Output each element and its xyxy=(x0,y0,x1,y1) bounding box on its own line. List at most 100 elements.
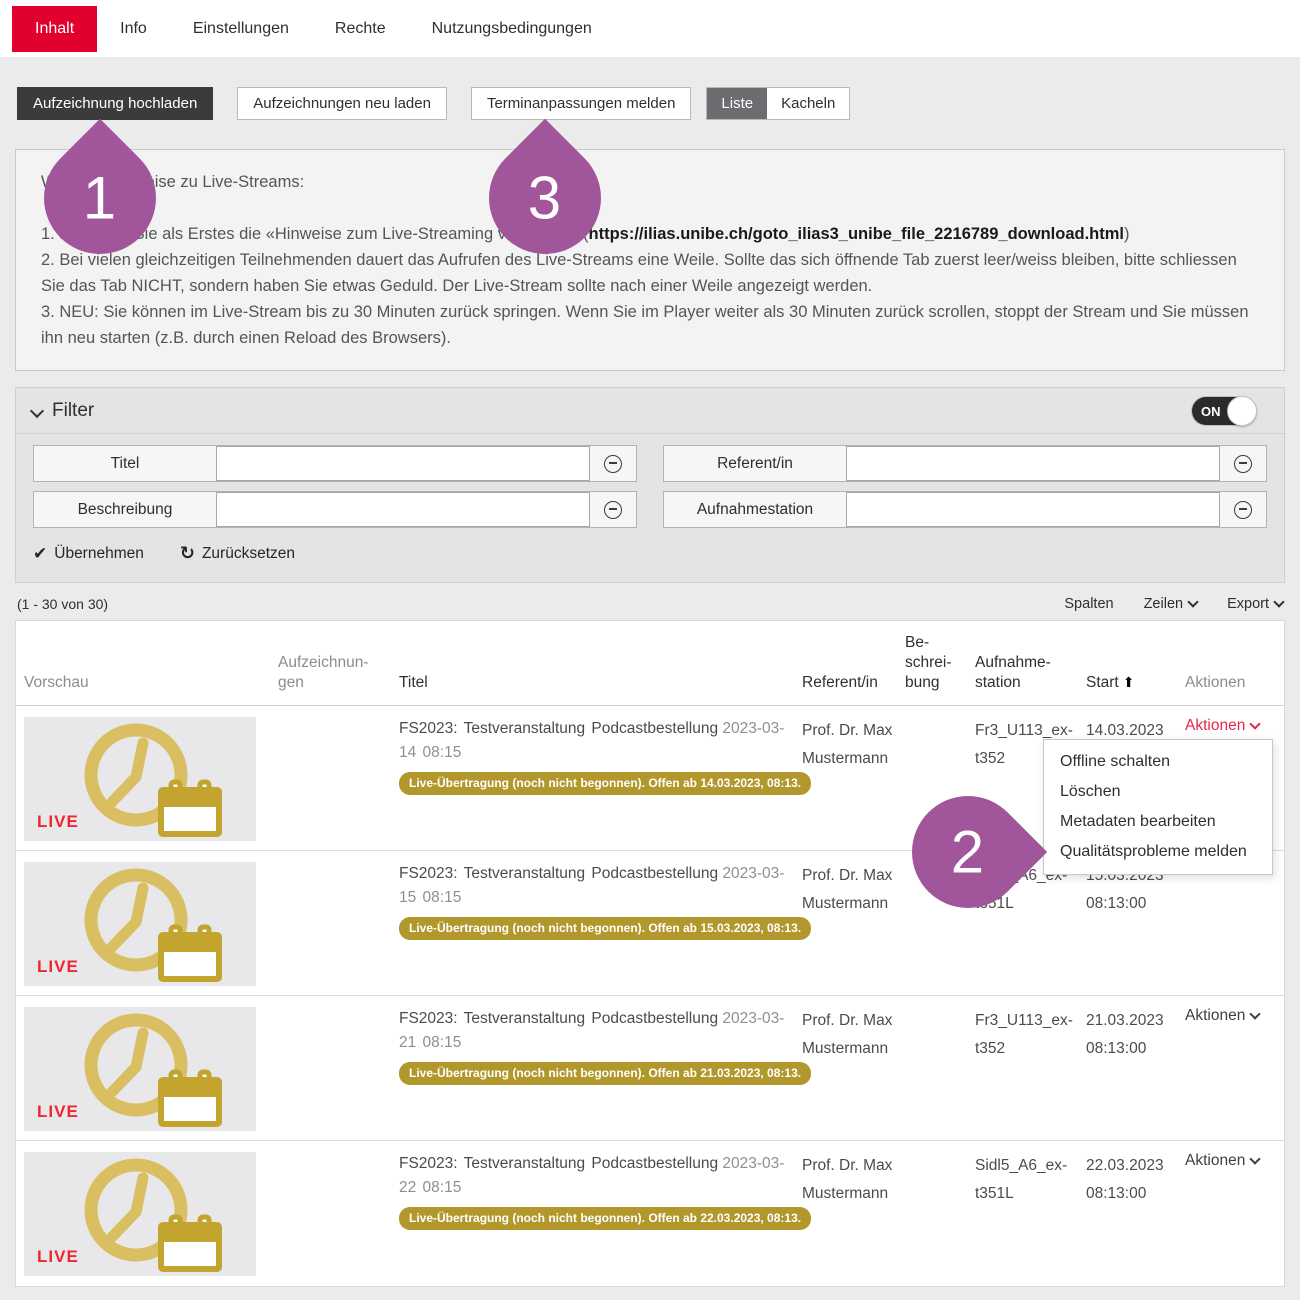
remove-filter-aufnahmestation-button[interactable] xyxy=(1220,492,1266,527)
live-status-badge: Live-Übertragung (noch nicht begonnen). … xyxy=(399,1062,812,1085)
toolbar: Aufzeichnung hochladen Aufzeichnungen ne… xyxy=(17,87,1285,120)
apply-filter-button[interactable]: ✔ Übernehmen xyxy=(33,543,144,564)
report-schedule-changes-button[interactable]: Terminanpassungen melden xyxy=(470,87,692,120)
live-preview-thumbnail[interactable]: LIVE xyxy=(24,717,256,841)
col-header-aktionen: Aktionen xyxy=(1185,674,1246,691)
live-badge: LIVE xyxy=(37,1102,79,1121)
menu-item-loeschen[interactable]: Löschen xyxy=(1060,783,1121,800)
export-control-label: Export xyxy=(1227,596,1269,612)
preview-cell: LIVE xyxy=(24,862,278,995)
remove-filter-beschreibung-button[interactable] xyxy=(590,492,636,527)
tab-rechte[interactable]: Rechte xyxy=(334,19,386,37)
filter-input-titel[interactable] xyxy=(216,446,590,481)
tab-einstellungen[interactable]: Einstellungen xyxy=(192,19,289,37)
table-header-row: Vorschau Aufzeichnun-gen Titel Referent/… xyxy=(16,621,1284,706)
upload-recording-button[interactable]: Aufzeichnung hochladen xyxy=(17,87,214,120)
recordings-cell xyxy=(278,1007,399,1140)
recordings-cell xyxy=(278,862,399,995)
filter-on-toggle[interactable]: ON xyxy=(1192,396,1257,426)
filter-label-aufnahmestation: Aufnahmestation xyxy=(696,500,814,518)
recording-title-link[interactable]: FS2023: Testveranstaltung Podcastbestell… xyxy=(399,1010,719,1027)
marker-1-number: 1 xyxy=(83,164,117,232)
actions-label: Aktionen xyxy=(1185,717,1246,734)
start-time: 08:13:00 xyxy=(1086,1040,1147,1057)
menu-item-offline-schalten[interactable]: Offline schalten xyxy=(1060,753,1170,770)
top-tab-bar: Inhalt Info Einstellungen Rechte Nutzung… xyxy=(0,0,1300,57)
view-tiles-button[interactable]: Kacheln xyxy=(767,88,850,119)
actions-cell: Aktionen xyxy=(1185,1152,1284,1286)
view-switch: Liste Kacheln xyxy=(706,87,851,120)
filter-input-referent[interactable] xyxy=(846,446,1220,481)
title-cell: FS2023: Testveranstaltung Podcastbestell… xyxy=(399,862,812,995)
live-preview-thumbnail[interactable]: LIVE xyxy=(24,1007,256,1131)
recording-datetime-value: 2023-03-14 08:15 xyxy=(399,720,785,761)
live-preview-thumbnail[interactable]: LIVE xyxy=(24,862,256,986)
col-header-aufnahmestation[interactable]: Aufnahme-station xyxy=(975,654,1051,691)
col-header-beschreibung[interactable]: Be-schrei-bung xyxy=(905,634,952,691)
menu-item-metadaten-bearbeiten[interactable]: Metadaten bearbeiten xyxy=(1060,813,1216,830)
referent-cell: Prof. Dr. Max Mustermann xyxy=(802,722,893,767)
filter-panel: Filter ON Titel Referent/in Beschreibung… xyxy=(15,387,1285,583)
reload-recordings-button[interactable]: Aufzeichnungen neu laden xyxy=(237,87,447,120)
tab-inhalt[interactable]: Inhalt xyxy=(12,5,98,52)
filter-field-titel: Titel xyxy=(33,445,637,482)
preview-cell: LIVE xyxy=(24,717,278,850)
title-cell: FS2023: Testveranstaltung Podcastbestell… xyxy=(399,1152,812,1286)
title-cell: FS2023: Testveranstaltung Podcastbestell… xyxy=(399,1007,812,1140)
list-controls: (1 - 30 von 30) Spalten Zeilen Export xyxy=(17,596,1285,612)
col-header-start[interactable]: Start ⬆ xyxy=(1086,672,1185,693)
actions-dropdown[interactable]: Aktionen xyxy=(1185,717,1261,734)
menu-item-qualitaetsprobleme-melden[interactable]: Qualitätsprobleme melden xyxy=(1060,843,1247,860)
recording-title-link[interactable]: FS2023: Testveranstaltung Podcastbestell… xyxy=(399,1155,719,1172)
info-link[interactable]: https://ilias.unibe.ch/goto_ilias3_unibe… xyxy=(588,225,1124,243)
view-list-button[interactable]: Liste xyxy=(707,88,768,119)
filter-input-beschreibung[interactable] xyxy=(216,492,590,527)
reset-filter-button[interactable]: ↻ Zurücksetzen xyxy=(180,543,295,564)
start-date: 21.03.2023 xyxy=(1086,1012,1164,1029)
preview-cell: LIVE xyxy=(24,1007,278,1140)
sort-ascending-icon: ⬆ xyxy=(1122,674,1135,690)
col-header-referent[interactable]: Referent/in xyxy=(802,674,878,691)
start-cell: 21.03.2023 08:13:00 xyxy=(1086,1007,1185,1140)
minus-circle-icon xyxy=(604,500,622,519)
info-intro: Wichtige Hinweise zu Live-Streams: xyxy=(41,173,305,191)
columns-control[interactable]: Spalten xyxy=(1064,596,1114,612)
recordings-table: Vorschau Aufzeichnun-gen Titel Referent/… xyxy=(15,620,1285,1287)
live-preview-thumbnail[interactable]: LIVE xyxy=(24,1152,256,1276)
remove-filter-titel-button[interactable] xyxy=(590,446,636,481)
recording-datetime-value: 2023-03-15 08:15 xyxy=(399,865,785,906)
toggle-knob[interactable] xyxy=(1227,396,1257,426)
recordings-cell xyxy=(278,1152,399,1286)
filter-field-aufnahmestation: Aufnahmestation xyxy=(663,491,1267,528)
filter-fields: Titel Referent/in Beschreibung Aufnahmes… xyxy=(16,434,1284,528)
preview-cell: LIVE xyxy=(24,1152,278,1286)
title-cell: FS2023: Testveranstaltung Podcastbestell… xyxy=(399,717,812,850)
remove-filter-referent-button[interactable] xyxy=(1220,446,1266,481)
filter-input-aufnahmestation[interactable] xyxy=(846,492,1220,527)
actions-dropdown[interactable]: Aktionen xyxy=(1185,1007,1261,1024)
live-stream-info-box: Wichtige Hinweise zu Live-Streams: 1. Be… xyxy=(15,149,1285,371)
actions-label: Aktionen xyxy=(1185,1007,1246,1024)
tab-nutzungsbedingungen[interactable]: Nutzungsbedingungen xyxy=(431,19,592,37)
reset-filter-label: Zurücksetzen xyxy=(201,544,295,562)
start-time: 08:13:00 xyxy=(1086,1185,1147,1202)
info-item-1-text: 1. Beachten Sie als Erstes die «Hinweise… xyxy=(41,225,589,243)
actions-cell: Aktionen xyxy=(1185,1007,1284,1140)
recording-title-link[interactable]: FS2023: Testveranstaltung Podcastbestell… xyxy=(399,865,719,882)
actions-dropdown[interactable]: Aktionen xyxy=(1185,1152,1261,1169)
rows-control[interactable]: Zeilen xyxy=(1144,596,1199,612)
tab-info[interactable]: Info xyxy=(120,19,147,37)
filter-header[interactable]: Filter ON xyxy=(16,388,1284,434)
chevron-down-icon xyxy=(1273,596,1285,608)
recording-title-link[interactable]: FS2023: Testveranstaltung Podcastbestell… xyxy=(399,720,719,737)
chevron-down-icon xyxy=(1249,1008,1261,1020)
check-icon: ✔ xyxy=(33,543,48,563)
apply-filter-label: Übernehmen xyxy=(54,544,144,562)
filter-label-titel: Titel xyxy=(110,454,140,472)
live-status-badge: Live-Übertragung (noch nicht begonnen). … xyxy=(399,1207,812,1230)
live-badge: LIVE xyxy=(37,1247,79,1266)
export-control[interactable]: Export xyxy=(1227,596,1285,612)
table-row: LIVE FS2023: Testveranstaltung Podcastbe… xyxy=(16,1141,1284,1286)
col-header-titel[interactable]: Titel xyxy=(399,674,428,691)
col-header-aufzeichnungen: Aufzeichnun-gen xyxy=(278,654,369,691)
